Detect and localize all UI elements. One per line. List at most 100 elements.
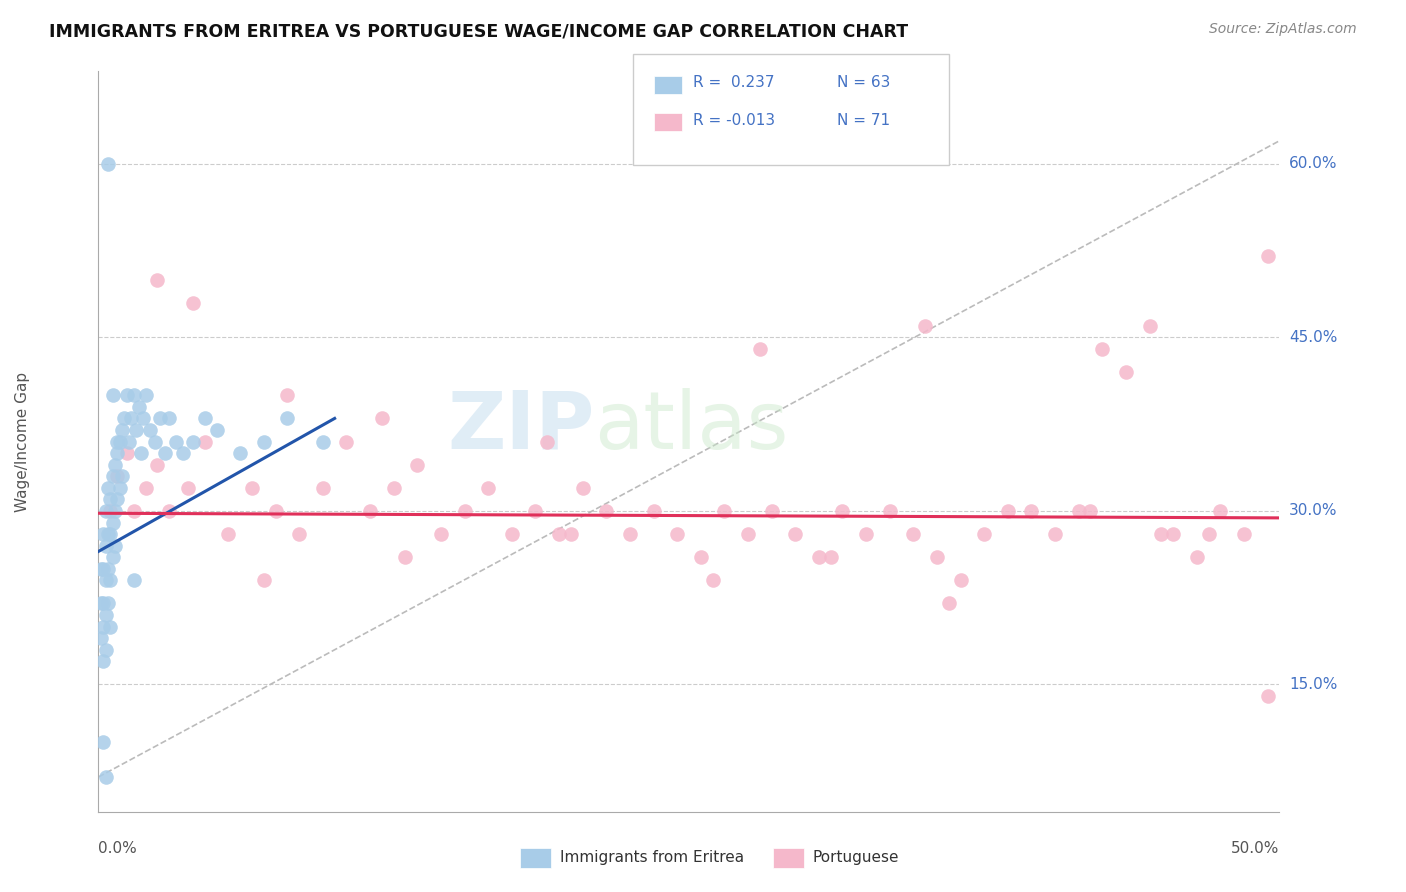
Point — [394, 550, 416, 565]
Point — [91, 597, 114, 611]
Point — [90, 562, 112, 576]
Point — [548, 527, 571, 541]
Point — [1198, 527, 1220, 541]
Point — [997, 504, 1019, 518]
Point — [914, 318, 936, 333]
Point — [101, 516, 124, 530]
Point — [135, 481, 157, 495]
Point — [98, 492, 121, 507]
Point — [879, 504, 901, 518]
Text: N = 71: N = 71 — [837, 113, 890, 128]
Text: R =  0.237: R = 0.237 — [693, 76, 775, 90]
Point — [112, 411, 135, 425]
Point — [524, 504, 547, 518]
Point — [91, 735, 114, 749]
Point — [194, 411, 217, 425]
Point — [820, 550, 842, 565]
Point — [536, 434, 558, 449]
Point — [94, 539, 117, 553]
Point — [359, 504, 381, 518]
Point — [181, 434, 204, 449]
Point — [122, 388, 145, 402]
Point — [97, 481, 120, 495]
Point — [477, 481, 499, 495]
Text: Immigrants from Eritrea: Immigrants from Eritrea — [560, 850, 744, 864]
Point — [619, 527, 641, 541]
Point — [205, 423, 228, 437]
Point — [973, 527, 995, 541]
Point — [1115, 365, 1137, 379]
Text: Source: ZipAtlas.com: Source: ZipAtlas.com — [1209, 22, 1357, 37]
Point — [115, 388, 138, 402]
Point — [91, 654, 114, 668]
Point — [1257, 250, 1279, 264]
Point — [122, 574, 145, 588]
Point — [643, 504, 665, 518]
Point — [105, 469, 128, 483]
Text: 60.0%: 60.0% — [1289, 156, 1337, 171]
Point — [312, 434, 335, 449]
Point — [97, 597, 120, 611]
Point — [104, 458, 127, 472]
Point — [1185, 550, 1208, 565]
Point — [125, 423, 148, 437]
Point — [1043, 527, 1066, 541]
Point — [105, 434, 128, 449]
Point — [288, 527, 311, 541]
Point — [98, 504, 121, 518]
Point — [181, 295, 204, 310]
Point — [139, 423, 162, 437]
Point — [1139, 318, 1161, 333]
Point — [165, 434, 187, 449]
Point — [97, 157, 120, 171]
Point — [122, 504, 145, 518]
Point — [713, 504, 735, 518]
Point — [501, 527, 523, 541]
Point — [135, 388, 157, 402]
Text: 45.0%: 45.0% — [1289, 330, 1337, 345]
Text: 0.0%: 0.0% — [98, 840, 138, 855]
Point — [453, 504, 475, 518]
Point — [1233, 527, 1256, 541]
Point — [157, 411, 180, 425]
Point — [560, 527, 582, 541]
Point — [153, 446, 176, 460]
Point — [118, 434, 141, 449]
Point — [229, 446, 252, 460]
Text: ZIP: ZIP — [447, 388, 595, 466]
Point — [276, 411, 298, 425]
Point — [276, 388, 298, 402]
Point — [108, 434, 131, 449]
Point — [702, 574, 724, 588]
Point — [105, 446, 128, 460]
Point — [90, 631, 112, 645]
Text: R = -0.013: R = -0.013 — [693, 113, 775, 128]
Point — [253, 574, 276, 588]
Point — [949, 574, 972, 588]
Point — [91, 527, 114, 541]
Point — [264, 504, 287, 518]
Point — [785, 527, 807, 541]
Point — [146, 272, 169, 286]
Point — [111, 423, 134, 437]
Point — [312, 481, 335, 495]
Point — [105, 492, 128, 507]
Point — [689, 550, 711, 565]
Point — [761, 504, 783, 518]
Text: 15.0%: 15.0% — [1289, 677, 1337, 692]
Point — [177, 481, 200, 495]
Point — [938, 597, 960, 611]
Point — [1080, 504, 1102, 518]
Text: N = 63: N = 63 — [837, 76, 890, 90]
Point — [91, 562, 114, 576]
Point — [571, 481, 593, 495]
Point — [146, 458, 169, 472]
Point — [101, 550, 124, 565]
Point — [1091, 342, 1114, 356]
Point — [157, 504, 180, 518]
Point — [98, 574, 121, 588]
Point — [406, 458, 429, 472]
Point — [1150, 527, 1173, 541]
Point — [129, 446, 152, 460]
Text: Portuguese: Portuguese — [813, 850, 900, 864]
